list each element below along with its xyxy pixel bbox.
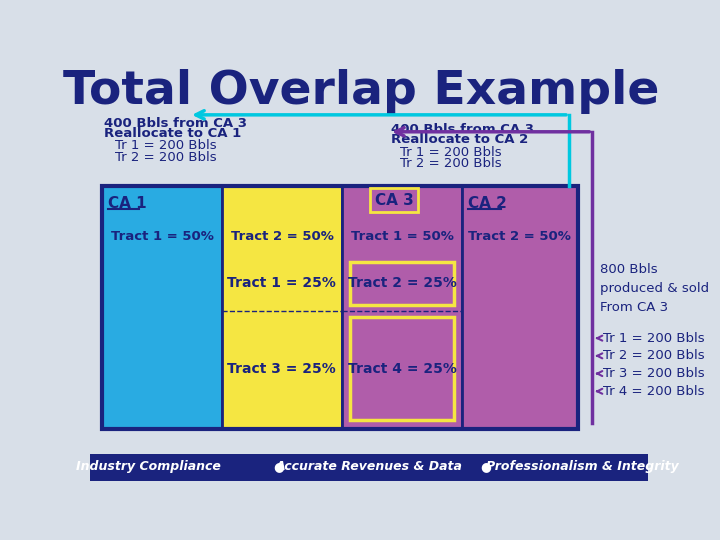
Text: Tr 2 = 200 Bbls: Tr 2 = 200 Bbls — [603, 349, 705, 362]
Text: Total Overlap Example: Total Overlap Example — [63, 69, 660, 114]
Bar — [102, 186, 222, 429]
Text: CA 2: CA 2 — [468, 196, 507, 211]
Bar — [350, 318, 454, 420]
Text: Industry Compliance: Industry Compliance — [76, 460, 220, 473]
Text: Tract 1 = 50%: Tract 1 = 50% — [111, 230, 214, 243]
Text: Tr 2 = 200 Bbls: Tr 2 = 200 Bbls — [114, 151, 217, 164]
Text: Tract 1 = 25%: Tract 1 = 25% — [228, 276, 336, 291]
Bar — [230, 318, 334, 420]
Bar — [222, 186, 342, 429]
Text: Tr 4 = 200 Bbls: Tr 4 = 200 Bbls — [603, 385, 705, 398]
Text: Tract 2 = 50%: Tract 2 = 50% — [231, 230, 334, 243]
Text: Professionalism & Integrity: Professionalism & Integrity — [486, 460, 678, 473]
Text: Tr 1 = 200 Bbls: Tr 1 = 200 Bbls — [603, 332, 705, 345]
Text: Reallocate to CA 1: Reallocate to CA 1 — [104, 127, 241, 140]
Text: ●: ● — [273, 460, 284, 473]
Bar — [102, 186, 578, 429]
Text: 800 Bbls
produced & sold
From CA 3: 800 Bbls produced & sold From CA 3 — [600, 262, 709, 314]
Text: Tract 2 = 50%: Tract 2 = 50% — [468, 230, 571, 243]
Text: ●: ● — [480, 460, 491, 473]
Text: Tr 3 = 200 Bbls: Tr 3 = 200 Bbls — [603, 367, 705, 380]
Text: Tract 4 = 25%: Tract 4 = 25% — [348, 362, 456, 375]
Text: Tract 1 = 50%: Tract 1 = 50% — [351, 230, 454, 243]
Text: CA 3: CA 3 — [375, 193, 413, 208]
Bar — [350, 262, 454, 305]
Text: Reallocate to CA 2: Reallocate to CA 2 — [391, 133, 528, 146]
Text: Tr 2 = 200 Bbls: Tr 2 = 200 Bbls — [400, 157, 502, 170]
Bar — [462, 186, 578, 429]
Text: CA 1: CA 1 — [108, 196, 146, 211]
Text: Tract 3 = 25%: Tract 3 = 25% — [228, 362, 336, 375]
Text: Tract 2 = 25%: Tract 2 = 25% — [348, 276, 456, 291]
Bar — [230, 262, 334, 305]
Text: Tr 1 = 200 Bbls: Tr 1 = 200 Bbls — [114, 139, 217, 152]
Bar — [90, 454, 648, 481]
Bar — [342, 186, 462, 429]
Text: 400 Bbls from CA 3: 400 Bbls from CA 3 — [104, 117, 247, 130]
Text: Tr 1 = 200 Bbls: Tr 1 = 200 Bbls — [400, 146, 502, 159]
Text: 400 Bbls from CA 3: 400 Bbls from CA 3 — [391, 123, 534, 136]
Text: Accurate Revenues & Data: Accurate Revenues & Data — [276, 460, 462, 473]
